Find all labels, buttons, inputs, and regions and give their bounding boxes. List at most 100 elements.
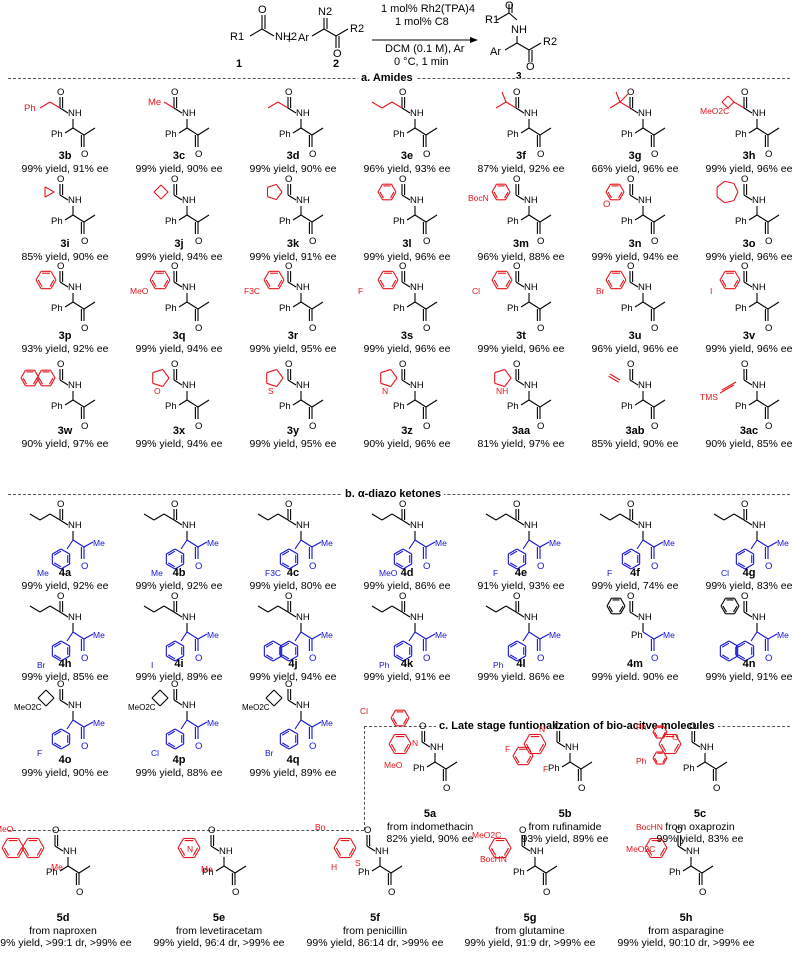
bond <box>311 721 322 728</box>
aryl-ring <box>281 562 290 568</box>
methyl-bond <box>767 301 780 310</box>
aryl-ring <box>264 640 274 647</box>
ketone-bond <box>72 539 85 548</box>
atom-o: O <box>651 323 658 334</box>
phenyl-bond <box>64 399 74 406</box>
atom-me: Me <box>435 630 447 640</box>
ring-bond <box>526 755 532 764</box>
acyl-bond <box>267 101 279 109</box>
amide-bond <box>401 281 411 288</box>
ring-bond <box>514 755 520 764</box>
drug-ring <box>403 743 410 752</box>
late-stage-entry: 5d from naproxen 99% yield, >99:1 dr, >99%… <box>0 912 138 949</box>
compound-label: 3v <box>742 330 756 342</box>
bond <box>83 541 94 548</box>
aryl-ring <box>280 563 290 570</box>
amide-entry: 3i 85% yield, 90% ee <box>8 238 122 263</box>
aryl-ring <box>166 548 176 555</box>
drug-ring <box>646 847 653 856</box>
atom-ph: Ph <box>51 129 63 140</box>
bond <box>528 301 541 310</box>
bond <box>153 605 165 613</box>
section-c-title: c. Late stage funtionalization of bio-ac… <box>436 720 718 732</box>
phenyl-bond <box>520 214 530 221</box>
compound-label: 4p <box>172 754 186 766</box>
ring-bond <box>662 731 666 738</box>
atom-ph: Ph <box>669 867 681 878</box>
bond <box>485 605 497 613</box>
ring-bond <box>265 689 275 699</box>
ring-bond <box>727 101 735 109</box>
atom-nh: NH <box>524 108 538 119</box>
atom-o: O <box>513 499 520 510</box>
methyl-bond <box>83 214 96 223</box>
atom-o: O <box>399 591 406 602</box>
atom-o: O <box>741 359 748 370</box>
yield-ee: 99% yield, 90% ee <box>249 163 337 175</box>
hetero-ring <box>494 382 505 388</box>
ring-bond <box>390 709 396 719</box>
bond <box>197 633 208 640</box>
drug-ring <box>335 847 342 856</box>
ketone-entry: 4m 99% yield. 90% ee <box>578 658 692 683</box>
bond <box>186 214 199 223</box>
atom-o: O <box>627 261 634 272</box>
amide-bond <box>677 845 687 852</box>
atom-sub: Ph <box>379 660 390 670</box>
atom-nh: NH <box>752 108 766 119</box>
methyl-bond <box>767 127 780 136</box>
compound-label: 3z <box>401 425 413 437</box>
methyl-bond <box>197 214 210 223</box>
aryl-bond <box>522 539 530 550</box>
methyl-bond <box>390 865 403 874</box>
atom-o: O <box>171 679 178 690</box>
acyl-ring <box>391 183 397 193</box>
hetero-ring <box>266 382 277 388</box>
ring-bond <box>1 847 8 858</box>
atom-o: O <box>627 174 634 185</box>
atom-o: O <box>76 887 83 898</box>
methyl-bond <box>425 127 438 136</box>
bond <box>495 605 507 613</box>
atom-me: Me <box>51 862 63 872</box>
aryl-ring <box>719 271 726 281</box>
atom-nh: NH <box>182 195 196 206</box>
atom-o: O <box>537 561 544 572</box>
aryl-ring <box>508 563 518 570</box>
bond <box>371 605 383 613</box>
methyl-bond <box>539 127 552 136</box>
bond <box>425 633 436 640</box>
phenyl-bond <box>292 127 302 134</box>
atom-o: O <box>423 561 430 572</box>
atom-me: Me <box>321 630 333 640</box>
aryl-ring <box>509 642 518 648</box>
phenyl-bond <box>178 127 188 134</box>
aryl-ring <box>149 271 156 281</box>
drug-ring <box>644 847 651 858</box>
ketone-bond <box>300 719 313 728</box>
ring-bond <box>159 697 169 707</box>
atom-nh: NH <box>700 742 714 753</box>
yield-dr-ee: 99% yield, >99:1 dr, >99% ee <box>0 937 132 949</box>
amide-bond <box>743 107 753 114</box>
atom-me: Me <box>207 538 219 548</box>
phenyl-bond <box>520 301 530 308</box>
atom-ph: Ph <box>51 303 63 314</box>
yield-ee: 99% yield, 91% ee <box>249 251 337 263</box>
phenyl-bond <box>561 761 571 768</box>
amide-entry: 3q 99% yield, 94% ee <box>122 330 236 355</box>
aryl-bond <box>66 631 74 642</box>
ring-bond <box>33 377 38 385</box>
atom-ph: Ph <box>51 401 63 412</box>
compound-label: 4b <box>172 567 186 579</box>
bond <box>534 865 547 874</box>
acyl-bond <box>163 101 175 109</box>
aryl-ring <box>288 563 298 570</box>
bond <box>642 214 655 223</box>
bond <box>197 721 208 728</box>
atom-nh: NH <box>686 846 700 857</box>
atom-ph: Ph <box>631 630 643 641</box>
aryl-ring <box>52 743 62 750</box>
bond <box>267 605 279 613</box>
atom-o: O <box>578 783 585 794</box>
